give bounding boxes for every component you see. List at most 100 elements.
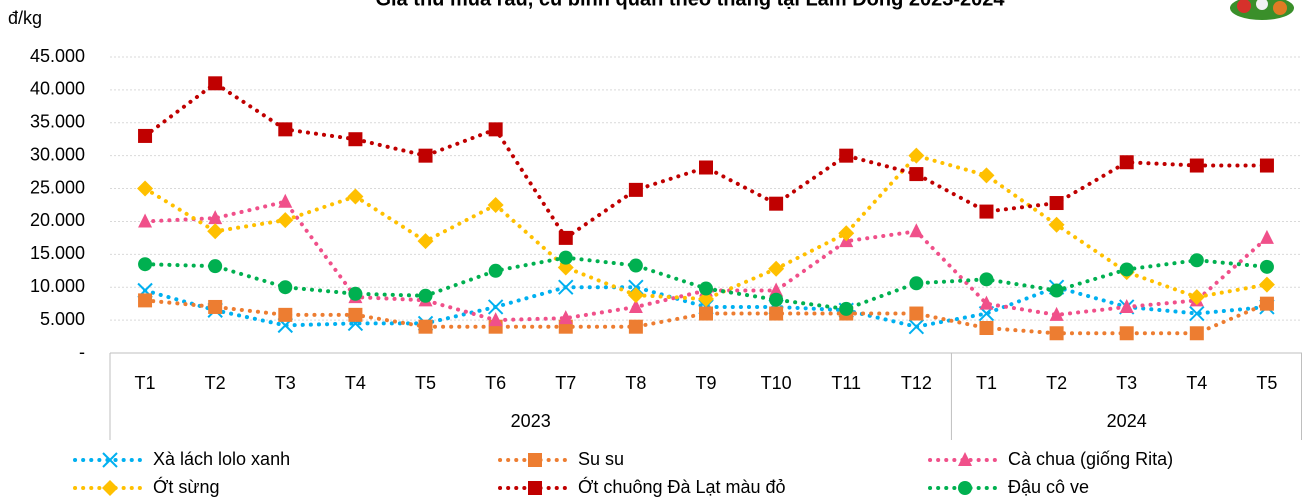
x-tick-label: T1: [135, 373, 156, 393]
x-tick-label: T9: [695, 373, 716, 393]
y-tick-label: 30.000: [30, 144, 85, 164]
series-line: [145, 156, 1267, 299]
y-tick-label: 40.000: [30, 79, 85, 99]
marker: [1120, 262, 1134, 276]
legend-label: Xà lách lolo xanh: [153, 449, 290, 469]
x-tick-label: T4: [345, 373, 366, 393]
legend-item: Đậu cô ve: [930, 477, 1089, 497]
legend-item: Su su: [500, 449, 624, 469]
marker: [138, 257, 152, 271]
x-tick-label: T3: [275, 373, 296, 393]
x-tick-label: T3: [1116, 373, 1137, 393]
y-tick-label: 20.000: [30, 210, 85, 230]
marker: [348, 308, 362, 322]
marker: [629, 183, 643, 197]
marker: [528, 481, 542, 495]
marker: [1190, 159, 1204, 173]
marker: [207, 223, 223, 239]
marker: [839, 149, 853, 163]
marker: [1050, 196, 1064, 210]
marker: [769, 293, 783, 307]
group-label: 2024: [1107, 411, 1147, 431]
legend-label: Su su: [578, 449, 624, 469]
y-tick-label: 10.000: [30, 276, 85, 296]
marker: [278, 308, 292, 322]
chart: Giá thu mua rau, củ bình quân theo tháng…: [0, 0, 1302, 500]
marker: [1120, 326, 1134, 340]
marker: [909, 223, 923, 237]
legend-label: Ớt sừng: [153, 476, 220, 497]
marker: [559, 251, 573, 265]
marker: [979, 321, 993, 335]
marker: [979, 205, 993, 219]
x-tick-label: T12: [901, 373, 932, 393]
y-tick-label: 45.000: [30, 46, 85, 66]
marker: [769, 197, 783, 211]
marker: [979, 272, 993, 286]
marker: [769, 307, 783, 321]
page: {"chart_data": { "type": "line", "title"…: [0, 0, 1302, 500]
marker: [419, 149, 433, 163]
y-tick-label: 5.000: [40, 309, 85, 329]
marker: [909, 307, 923, 321]
marker: [839, 302, 853, 316]
x-tick-label: T5: [1256, 373, 1277, 393]
marker: [418, 233, 434, 249]
marker: [909, 276, 923, 290]
marker: [278, 122, 292, 136]
x-tick-label: T8: [625, 373, 646, 393]
marker: [348, 287, 362, 301]
marker: [277, 212, 293, 228]
marker: [278, 280, 292, 294]
y-unit: đ/kg: [8, 8, 42, 28]
marker: [489, 122, 503, 136]
x-tick-label: T7: [555, 373, 576, 393]
marker: [348, 132, 362, 146]
marker: [1260, 230, 1274, 244]
marker: [909, 167, 923, 181]
marker: [489, 264, 503, 278]
marker: [1259, 277, 1275, 293]
marker: [1260, 159, 1274, 173]
marker: [138, 293, 152, 307]
legend-item: Cà chua (giống Rita): [930, 449, 1173, 469]
marker: [102, 480, 118, 496]
marker: [138, 129, 152, 143]
legend-item: Ớt sừng: [75, 476, 220, 497]
marker: [958, 481, 972, 495]
x-tick-label: T4: [1186, 373, 1207, 393]
x-tick-label: T2: [1046, 373, 1067, 393]
legend-label: Đậu cô ve: [1008, 477, 1089, 497]
marker: [278, 194, 292, 208]
marker: [629, 259, 643, 273]
marker: [978, 167, 994, 183]
marker: [419, 320, 433, 334]
x-tick-label: T5: [415, 373, 436, 393]
marker: [138, 213, 152, 227]
marker: [208, 259, 222, 273]
marker: [1260, 260, 1274, 274]
marker: [1049, 217, 1065, 233]
marker: [699, 307, 713, 321]
marker: [979, 296, 993, 310]
marker: [528, 453, 542, 467]
marker: [1190, 326, 1204, 340]
marker: [1050, 284, 1064, 298]
y-tick-label: -: [79, 342, 85, 362]
legend-item: Ớt chuông Đà Lạt màu đỏ: [500, 476, 786, 497]
marker: [908, 148, 924, 164]
y-tick-label: 35.000: [30, 112, 85, 132]
y-tick-label: 25.000: [30, 177, 85, 197]
x-tick-label: T6: [485, 373, 506, 393]
legend-label: Ớt chuông Đà Lạt màu đỏ: [578, 476, 786, 497]
x-tick-label: T1: [976, 373, 997, 393]
marker: [628, 287, 644, 303]
marker: [1260, 297, 1274, 311]
legend-item: Xà lách lolo xanh: [75, 449, 290, 469]
group-label: 2023: [511, 411, 551, 431]
marker: [1190, 253, 1204, 267]
marker: [208, 300, 222, 314]
marker: [768, 261, 784, 277]
marker: [208, 76, 222, 90]
marker: [909, 320, 923, 334]
